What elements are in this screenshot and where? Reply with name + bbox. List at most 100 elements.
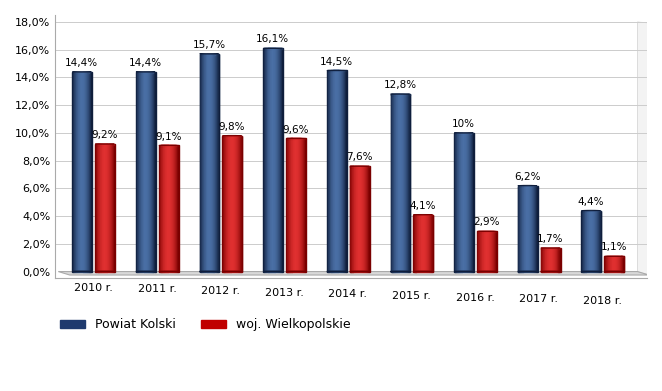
Bar: [478, 231, 479, 272]
Bar: [485, 231, 486, 232]
Bar: [210, 54, 211, 55]
Bar: [296, 138, 297, 272]
Bar: [87, 72, 88, 272]
Bar: [522, 186, 523, 272]
Bar: [459, 133, 460, 272]
Bar: [96, 144, 97, 272]
Bar: [201, 54, 202, 272]
Bar: [466, 133, 467, 272]
Bar: [615, 256, 616, 257]
Bar: [483, 231, 484, 232]
Bar: [621, 256, 622, 272]
Bar: [294, 138, 295, 272]
Bar: [401, 94, 402, 95]
Bar: [299, 138, 300, 272]
Bar: [550, 248, 551, 249]
Bar: [622, 256, 623, 272]
Bar: [550, 248, 551, 272]
Bar: [229, 136, 230, 272]
Bar: [230, 136, 231, 272]
Bar: [548, 248, 549, 249]
Bar: [153, 72, 154, 272]
Bar: [593, 210, 594, 272]
Text: 6,2%: 6,2%: [514, 172, 541, 182]
Bar: [464, 133, 465, 134]
Bar: [212, 54, 213, 55]
Bar: [588, 210, 589, 211]
Bar: [526, 186, 527, 187]
Bar: [237, 136, 238, 272]
Bar: [168, 145, 169, 146]
Bar: [394, 94, 395, 272]
Bar: [611, 256, 612, 272]
Text: 16,1%: 16,1%: [256, 34, 289, 45]
Bar: [358, 166, 359, 167]
Bar: [429, 215, 430, 272]
Bar: [217, 54, 218, 272]
Bar: [416, 215, 417, 272]
Bar: [211, 54, 213, 272]
Bar: [521, 186, 522, 272]
Bar: [111, 144, 112, 145]
Bar: [524, 186, 525, 272]
Bar: [171, 145, 172, 146]
Bar: [206, 54, 207, 272]
Bar: [462, 133, 463, 134]
Bar: [108, 144, 109, 272]
Bar: [295, 138, 296, 139]
Text: 2,9%: 2,9%: [473, 217, 500, 228]
Bar: [527, 186, 528, 272]
Bar: [422, 215, 424, 272]
Bar: [279, 48, 281, 272]
Bar: [473, 133, 474, 272]
Bar: [337, 70, 338, 272]
Bar: [620, 256, 621, 257]
Bar: [409, 94, 410, 272]
Bar: [399, 94, 400, 95]
Bar: [209, 54, 211, 272]
Bar: [418, 215, 420, 272]
Ellipse shape: [477, 271, 496, 272]
Bar: [288, 138, 289, 139]
Bar: [420, 215, 421, 272]
Bar: [297, 138, 298, 139]
Bar: [105, 144, 106, 272]
Text: 7,6%: 7,6%: [346, 152, 373, 162]
Bar: [458, 133, 459, 134]
Bar: [263, 48, 264, 272]
Bar: [486, 231, 487, 272]
Bar: [594, 210, 595, 272]
Bar: [455, 133, 456, 272]
Bar: [72, 72, 73, 272]
Bar: [170, 145, 171, 272]
Bar: [165, 145, 166, 146]
Bar: [272, 48, 273, 272]
Bar: [267, 48, 268, 272]
Bar: [585, 210, 586, 272]
Bar: [582, 210, 583, 272]
Bar: [518, 186, 519, 272]
Bar: [552, 248, 553, 249]
Bar: [241, 136, 242, 272]
Bar: [332, 70, 333, 272]
Text: 12,8%: 12,8%: [383, 80, 416, 90]
Bar: [491, 231, 492, 272]
Bar: [490, 231, 491, 232]
Bar: [91, 72, 92, 272]
Text: 1,7%: 1,7%: [537, 234, 563, 244]
Bar: [203, 54, 205, 272]
Ellipse shape: [136, 271, 155, 272]
Bar: [556, 248, 557, 272]
Bar: [529, 186, 530, 272]
Bar: [466, 133, 467, 134]
Bar: [592, 210, 593, 272]
Bar: [102, 144, 103, 145]
Bar: [167, 145, 168, 272]
Bar: [583, 210, 584, 272]
Bar: [166, 145, 167, 146]
Bar: [77, 72, 78, 73]
Bar: [364, 166, 365, 272]
Bar: [214, 54, 215, 272]
Bar: [291, 138, 292, 139]
Bar: [281, 48, 282, 272]
